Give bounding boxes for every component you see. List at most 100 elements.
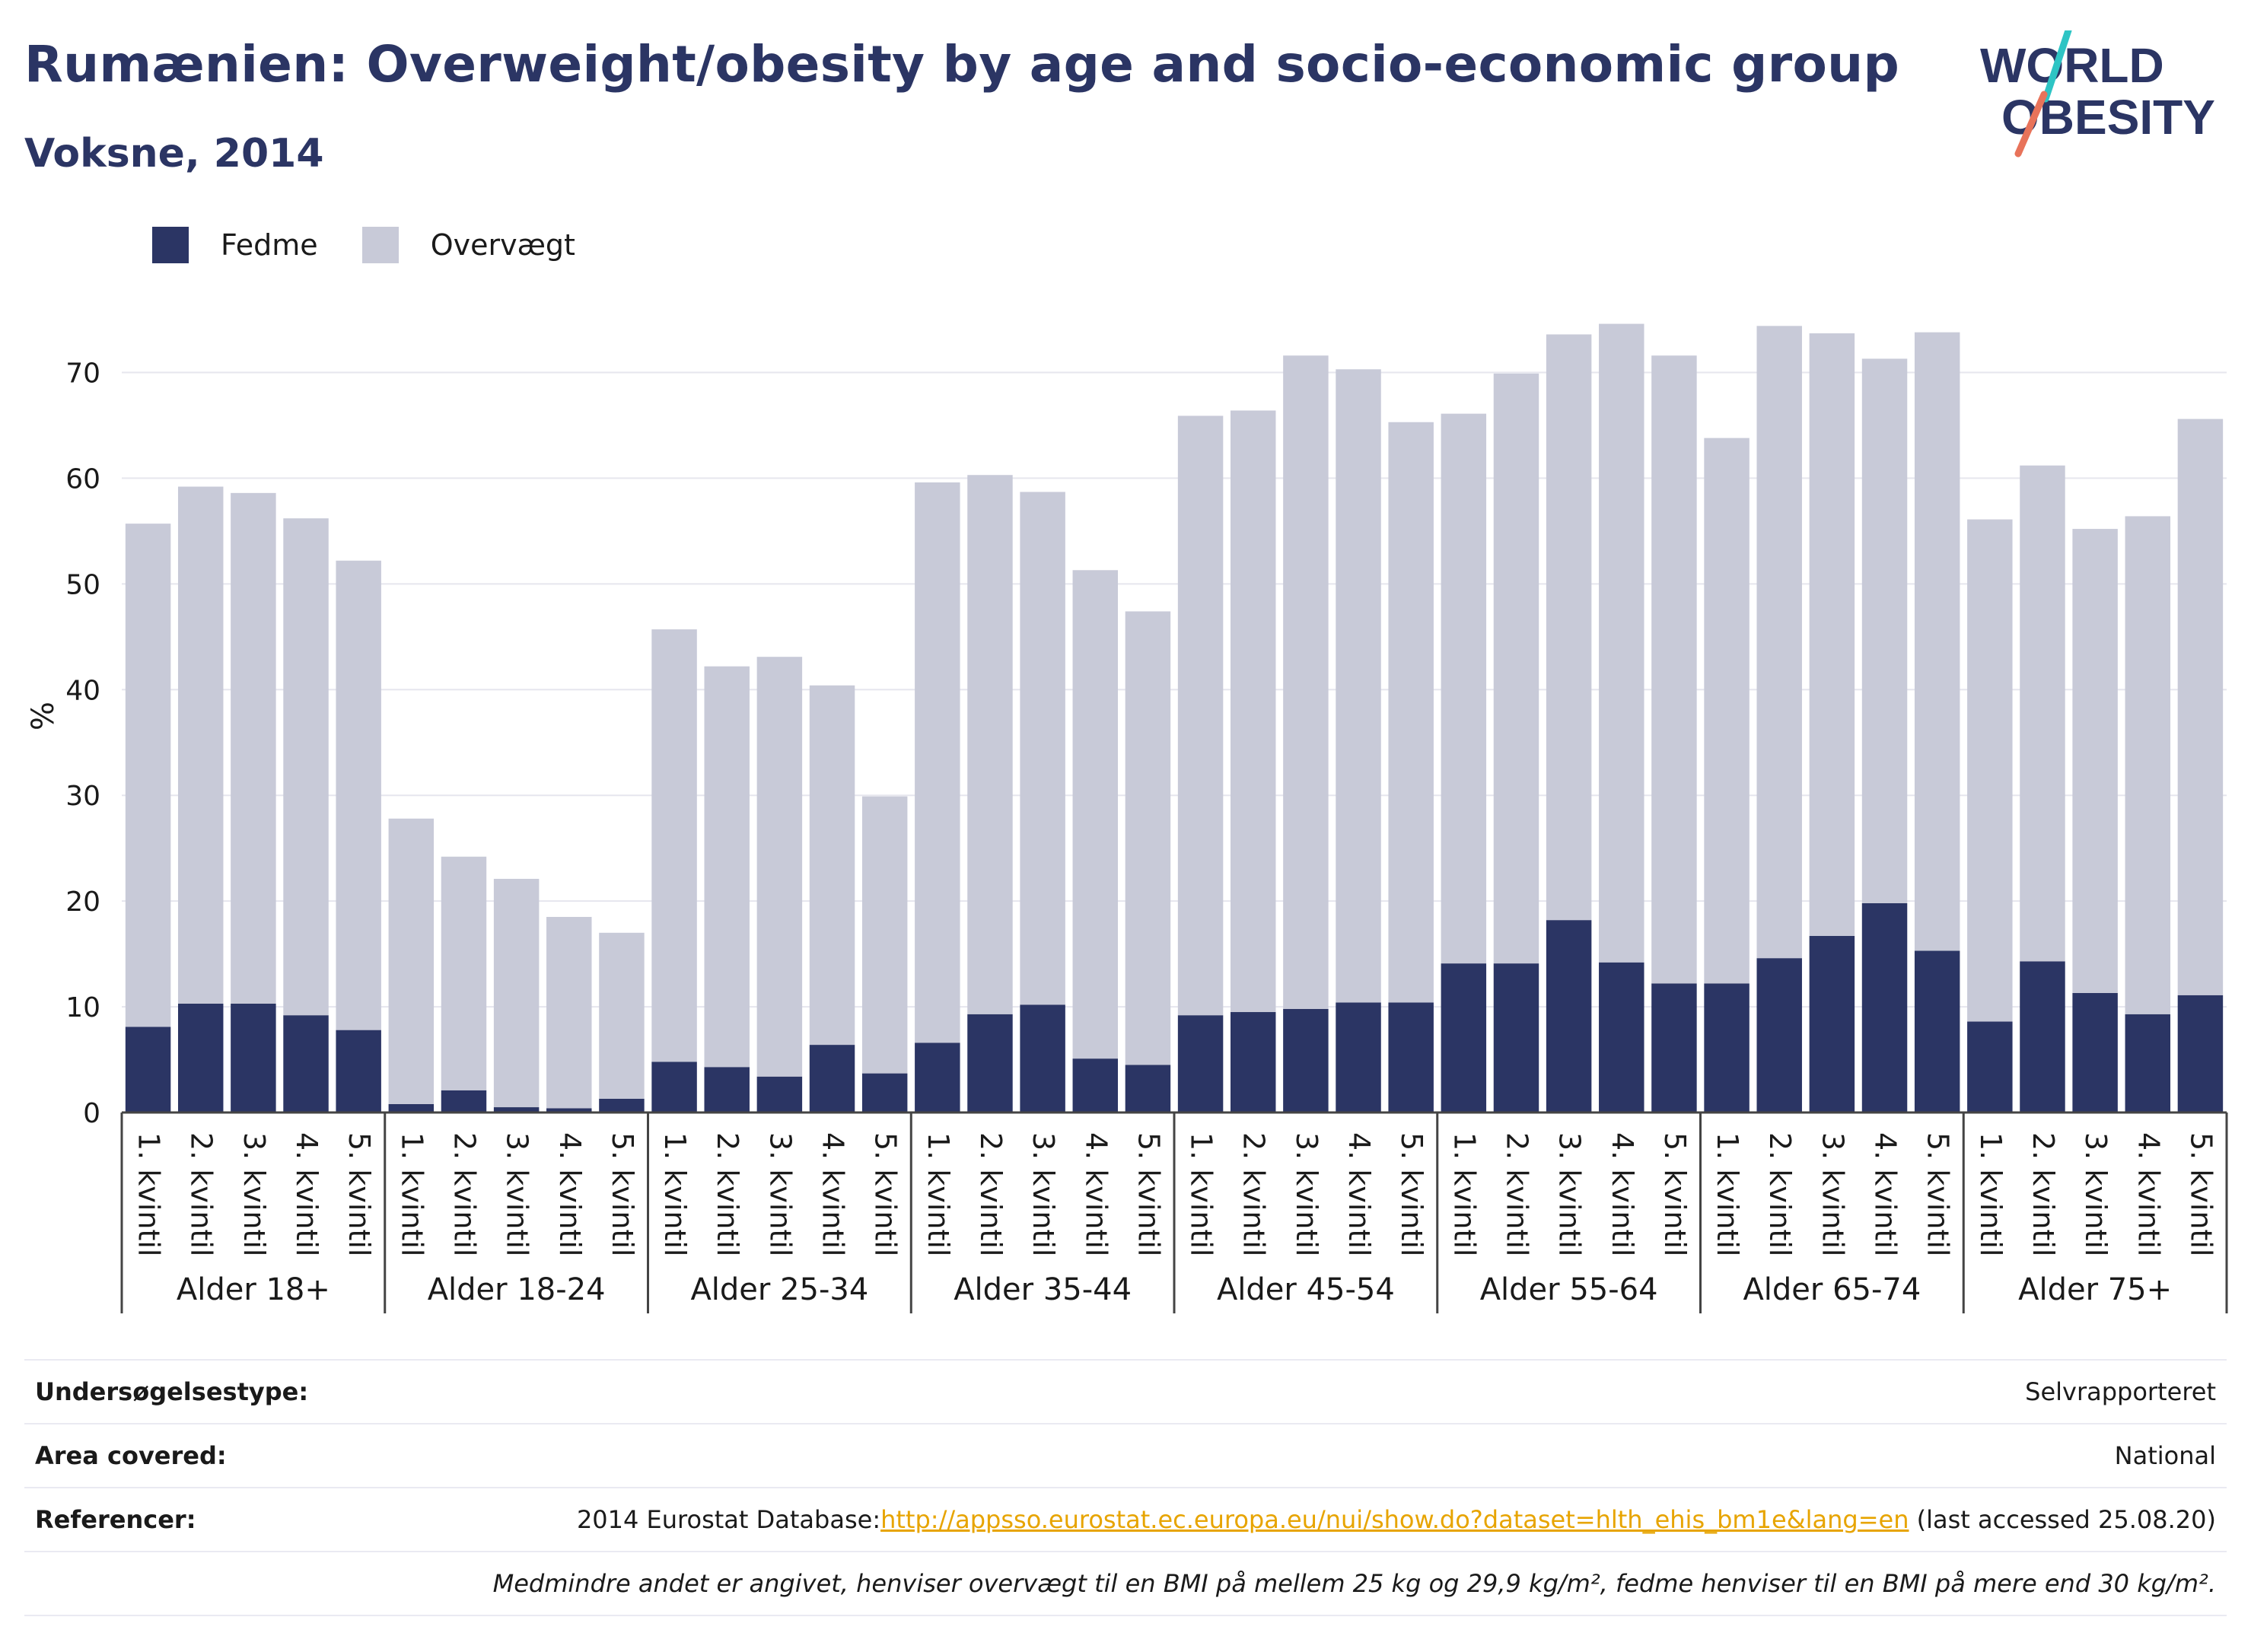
- group-label: Alder 18+: [177, 1272, 330, 1307]
- bar-overvaegt: [1283, 355, 1329, 1009]
- reference-suffix: (last accessed 25.08.20): [1909, 1505, 2216, 1534]
- x-tick-label: 1. kvintil: [1447, 1132, 1481, 1257]
- bar-fedme: [599, 1098, 645, 1112]
- bar-fedme: [651, 1062, 697, 1112]
- bar-overvaegt: [441, 856, 487, 1090]
- bar-overvaegt: [1125, 611, 1171, 1065]
- references-label: Referencer:: [35, 1505, 196, 1534]
- survey-type-value: Selvrapporteret: [2025, 1377, 2216, 1406]
- definition-note: Medmindre andet er angivet, henviser ove…: [492, 1569, 2216, 1598]
- bar-overvaegt: [915, 482, 960, 1043]
- y-tick-label: 50: [65, 569, 100, 600]
- info-table: Undersøgelsestype: Selvrapporteret Area …: [24, 1359, 2227, 1616]
- bar-overvaegt: [1861, 358, 1908, 903]
- x-tick-label: 1. kvintil: [1711, 1132, 1744, 1257]
- bar-fedme: [1283, 1008, 1329, 1112]
- x-tick-label: 5. kvintil: [1658, 1132, 1692, 1257]
- bar-fedme: [1388, 1002, 1434, 1112]
- reference-prefix: 2014 Eurostat Database:: [576, 1505, 881, 1534]
- bar-fedme: [1336, 1002, 1381, 1112]
- bar-overvaegt: [1020, 492, 1065, 1005]
- bar-overvaegt: [231, 492, 276, 1004]
- x-tick-label: 3. kvintil: [1027, 1132, 1060, 1257]
- world-obesity-logo: WORLD OBESITY: [1980, 30, 2215, 158]
- bar-fedme: [2125, 1014, 2171, 1112]
- survey-type-label: Undersøgelsestype:: [35, 1377, 309, 1406]
- bar-overvaegt: [1441, 413, 1487, 964]
- bar-fedme: [1177, 1015, 1224, 1112]
- logo-accent-coral: [2014, 91, 2048, 158]
- x-tick-label: 1. kvintil: [922, 1132, 955, 1257]
- bar-overvaegt: [1914, 332, 1960, 951]
- x-tick-label: 5. kvintil: [342, 1132, 376, 1257]
- logo-line-1: WORLD: [1980, 38, 2164, 93]
- bar-overvaegt: [2072, 529, 2118, 994]
- x-tick-label: 4. kvintil: [553, 1132, 587, 1257]
- x-tick-label: 1. kvintil: [395, 1132, 428, 1257]
- bar-overvaegt: [1651, 355, 1697, 984]
- x-tick-label: 4. kvintil: [1079, 1132, 1113, 1257]
- bar-fedme: [1651, 983, 1697, 1112]
- bar-overvaegt: [388, 818, 435, 1104]
- legend-swatch-fedme: [152, 227, 189, 263]
- x-tick-label: 2. kvintil: [2027, 1132, 2060, 1257]
- legend-label-overvaegt: Overvægt: [430, 228, 575, 262]
- legend-item-overvaegt[interactable]: Overvægt: [361, 227, 575, 263]
- reference-link[interactable]: http://appsso.eurostat.ec.europa.eu/nui/…: [880, 1505, 1909, 1534]
- group-label: Alder 45-54: [1217, 1272, 1395, 1307]
- bar-fedme: [493, 1107, 540, 1112]
- bar-overvaegt: [1493, 373, 1539, 964]
- bar-fedme: [1125, 1065, 1171, 1112]
- y-tick-label: 70: [65, 358, 100, 389]
- x-tick-label: 1. kvintil: [1185, 1132, 1218, 1257]
- group-label: Alder 65-74: [1743, 1272, 1921, 1307]
- bar-fedme: [283, 1015, 329, 1112]
- bar-fedme: [1704, 983, 1750, 1112]
- bar-fedme: [861, 1073, 908, 1112]
- y-tick-label: 60: [65, 463, 100, 495]
- x-tick-label: 3. kvintil: [2079, 1132, 2113, 1257]
- x-tick-label: 2. kvintil: [974, 1132, 1008, 1257]
- y-tick-label: 30: [65, 781, 100, 812]
- y-tick-label: 40: [65, 675, 100, 706]
- x-tick-label: 2. kvintil: [711, 1132, 744, 1257]
- y-tick-label: 0: [83, 1098, 100, 1129]
- logo-accent-teal: [2042, 30, 2072, 103]
- bar-fedme: [1809, 935, 1855, 1112]
- bar-fedme: [915, 1042, 960, 1112]
- bar-overvaegt: [967, 475, 1013, 1014]
- bar-overvaegt: [283, 518, 329, 1016]
- bar-fedme: [1493, 963, 1539, 1112]
- bar-overvaegt: [809, 685, 855, 1046]
- bar-fedme: [546, 1108, 592, 1112]
- info-row-survey: Undersøgelsestype: Selvrapporteret: [24, 1359, 2227, 1423]
- info-row-note: Medmindre andet er angivet, henviser ove…: [24, 1551, 2227, 1616]
- x-tick-label: 2. kvintil: [1237, 1132, 1271, 1257]
- bar-overvaegt: [1704, 438, 1750, 984]
- bar-overvaegt: [336, 560, 381, 1030]
- bar-overvaegt: [1599, 323, 1644, 963]
- stacked-bar-chart: 0 10 20 30 40 50 60 70% 1. kvintil 2. kvintil 3. k…: [26, 323, 2228, 1313]
- x-tick-label: 5. kvintil: [1921, 1132, 1955, 1257]
- bar-fedme: [1546, 920, 1592, 1112]
- x-tick-label: 2. kvintil: [1763, 1132, 1797, 1257]
- area-covered-label: Area covered:: [35, 1441, 227, 1470]
- bar-overvaegt: [546, 916, 592, 1109]
- bar-fedme: [1599, 962, 1644, 1112]
- bar-fedme: [231, 1003, 276, 1112]
- bar-overvaegt: [861, 796, 908, 1074]
- x-tick-label: 5. kvintil: [606, 1132, 639, 1257]
- y-axis-label: %: [26, 702, 61, 731]
- x-tick-label: 2. kvintil: [447, 1132, 481, 1257]
- bar-fedme: [704, 1067, 750, 1112]
- bar-fedme: [441, 1090, 487, 1112]
- chart-subtitle: Voksne, 2014: [24, 131, 324, 177]
- bar-overvaegt: [1809, 333, 1855, 936]
- info-row-area: Area covered: National: [24, 1423, 2227, 1487]
- y-tick-label: 20: [65, 886, 100, 918]
- group-label: Alder 35-44: [954, 1272, 1132, 1307]
- legend-item-fedme[interactable]: Fedme: [152, 227, 318, 263]
- x-tick-label: 2. kvintil: [185, 1132, 218, 1257]
- y-tick-label: 10: [65, 992, 100, 1023]
- bar-overvaegt: [2177, 419, 2224, 995]
